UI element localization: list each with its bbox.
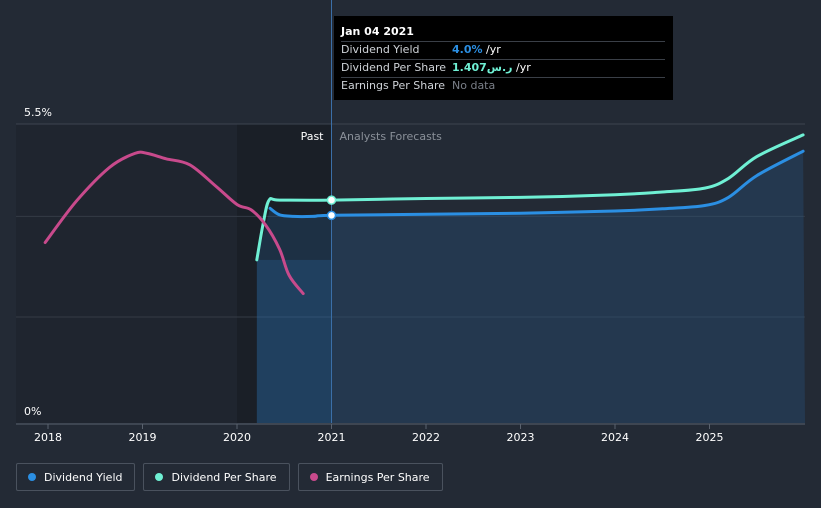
x-tick-label: 2025	[696, 431, 724, 444]
tooltip-row-earnings-per-share: Earnings Per Share No data	[341, 77, 665, 94]
dividend-per-share-line	[255, 133, 805, 262]
x-tick-label: 2019	[129, 431, 157, 444]
tooltip-label: Dividend Yield	[341, 43, 420, 56]
dividend-per-share-marker	[326, 195, 337, 205]
x-tick-label: 2024	[601, 431, 629, 444]
earnings-per-share-line	[43, 150, 305, 296]
chart: 5.5% 0% 2018 2019 2020 2021 2022 2023 2024 2025 P…	[16, 0, 806, 444]
tooltip-label: Earnings Per Share	[341, 79, 446, 92]
legend: Dividend Yield Dividend Per Share Earnin…	[16, 463, 443, 491]
x-tick-label: 2021	[318, 431, 346, 444]
past-yield-fill	[256, 259, 332, 423]
legend-dividend-yield[interactable]: Dividend Yield	[16, 463, 136, 491]
legend-earnings-per-share[interactable]: Earnings Per Share	[297, 463, 443, 491]
tooltip-value: No data	[452, 79, 496, 92]
dividend-yield-line	[268, 149, 805, 219]
dividend-yield-marker	[326, 210, 337, 221]
tooltip-row-dividend-per-share: Dividend Per Share 1.407ر.س /yr	[341, 59, 665, 76]
x-tick-label: 2023	[507, 431, 535, 444]
y-tick-label: 0%	[24, 405, 41, 418]
legend-dot-icon	[28, 473, 36, 481]
x-tick-label: 2020	[223, 431, 251, 444]
tooltip-label: Dividend Per Share	[341, 61, 447, 74]
legend-dividend-per-share[interactable]: Dividend Per Share	[143, 463, 290, 491]
past-label: Past	[301, 130, 325, 143]
legend-dot-icon	[309, 473, 318, 481]
x-tick-label: 2022	[412, 431, 440, 444]
tooltip: Jan 04 2021 Dividend Yield 4.0% /yr Divi…	[334, 16, 673, 100]
tooltip-value: 1.407ر.س	[452, 61, 513, 74]
dividend-yield-area	[256, 151, 806, 423]
forecast-label: Analysts Forecasts	[340, 130, 443, 143]
legend-label: Dividend Yield	[44, 470, 123, 484]
legend-label: Earnings Per Share	[325, 470, 430, 484]
tooltip-row-dividend-yield: Dividend Yield 4.0% /yr	[341, 41, 665, 58]
tooltip-unit: /yr	[512, 61, 531, 74]
y-tick-label: 5.5%	[24, 106, 52, 119]
tooltip-unit: /yr	[482, 43, 501, 56]
tooltip-value: 4.0%	[452, 43, 483, 56]
legend-label: Dividend Per Share	[171, 470, 277, 484]
legend-dot-icon	[155, 473, 164, 481]
x-tick-label: 2018	[34, 431, 62, 444]
tooltip-date: Jan 04 2021	[341, 25, 414, 38]
past-recent-region	[237, 124, 332, 423]
